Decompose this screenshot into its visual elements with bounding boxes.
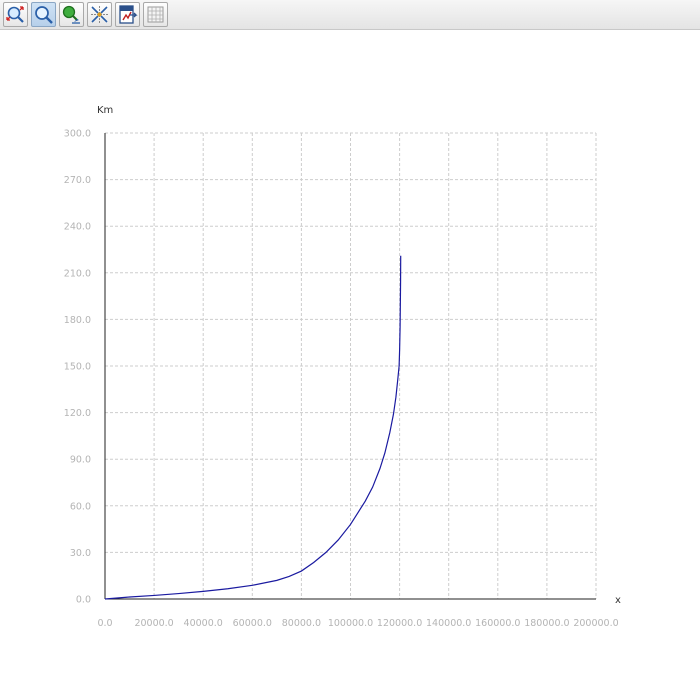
grid-icon (147, 6, 164, 23)
grid (105, 132, 597, 599)
y-tick-label: 240.0 (64, 222, 91, 233)
x-axis-title: x (615, 595, 621, 606)
y-tick-label: 120.0 (64, 408, 91, 419)
y-tick-label: 60.0 (70, 501, 91, 512)
crosshair-button[interactable] (87, 2, 112, 27)
y-tick-labels: 0.0 30.0 60.0 90.0 120.0 150.0 180.0 210.0 240.0… (64, 129, 91, 606)
pan-button[interactable] (59, 2, 84, 27)
x-tick-label: 140000.0 (426, 618, 471, 629)
zoom-icon (35, 6, 53, 24)
x-tick-label: 80000.0 (282, 618, 321, 629)
y-axis-title: Km (97, 105, 113, 116)
x-tick-label: 20000.0 (134, 618, 173, 629)
zoom-fit-button[interactable] (3, 2, 28, 27)
axes (104, 133, 596, 600)
x-tick-label: 160000.0 (475, 618, 520, 629)
crosshair-icon (91, 6, 108, 23)
x-tick-labels: 0.0 20000.0 40000.0 60000.0 80000.0 100000.0 1… (97, 618, 618, 629)
chart-area[interactable]: 0.0 20000.0 40000.0 60000.0 80000.0 100000.0 1… (0, 31, 700, 700)
grid-button[interactable] (143, 2, 168, 27)
y-tick-label: 210.0 (64, 268, 91, 279)
zoom-button[interactable] (31, 2, 56, 27)
zoom-fit-icon (6, 6, 24, 23)
x-tick-label: 0.0 (97, 618, 112, 629)
x-tick-label: 180000.0 (524, 618, 569, 629)
x-tick-label: 40000.0 (184, 618, 223, 629)
y-tick-label: 30.0 (70, 548, 91, 559)
x-tick-label: 120000.0 (377, 618, 422, 629)
series-line (104, 255, 402, 600)
y-tick-label: 0.0 (76, 595, 91, 606)
x-tick-label: 60000.0 (233, 618, 272, 629)
pan-icon (62, 5, 80, 24)
y-tick-label: 90.0 (70, 455, 91, 466)
export-button[interactable] (115, 2, 140, 27)
y-tick-label: 270.0 (64, 175, 91, 186)
export-icon (119, 5, 138, 24)
y-tick-label: 300.0 (64, 129, 91, 140)
toolbar (0, 0, 700, 30)
x-tick-label: 100000.0 (328, 618, 373, 629)
x-tick-label: 200000.0 (573, 618, 618, 629)
line-chart[interactable]: 0.0 20000.0 40000.0 60000.0 80000.0 100000.0 1… (0, 31, 700, 700)
y-tick-label: 180.0 (64, 315, 91, 326)
y-tick-label: 150.0 (64, 362, 91, 373)
